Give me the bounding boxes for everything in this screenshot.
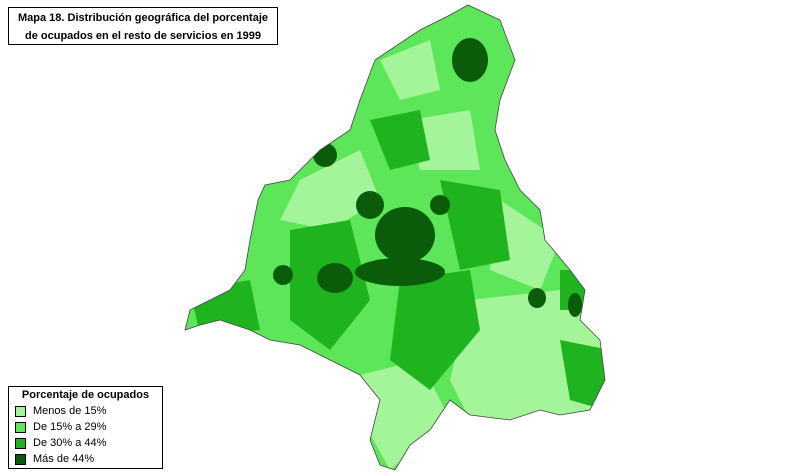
legend-label: De 15% a 29% [33, 421, 107, 433]
title-line: de ocupados en el resto de servicios en … [25, 30, 261, 42]
legend-label: Más de 44% [33, 453, 95, 465]
legend-title: Porcentaje de ocupados [21, 389, 150, 401]
legend: Porcentaje de ocupados Menos de 15% De 15… [8, 386, 163, 469]
legend-item: De 15% a 29% [15, 419, 156, 435]
legend-swatch [15, 421, 26, 433]
legend-label: Menos de 15% [33, 405, 107, 417]
title-box: Mapa 18. Distribución geográfica del por… [8, 7, 278, 45]
legend-item: Más de 44% [15, 451, 156, 467]
legend-label: De 30% a 44% [33, 437, 107, 449]
legend-swatch [15, 437, 26, 449]
title-line: Mapa 18. Distribución geográfica del por… [17, 12, 268, 24]
municipalities [185, 5, 605, 470]
legend-item: Menos de 15% [15, 403, 156, 419]
legend-item: De 30% a 44% [15, 435, 156, 451]
legend-swatch [15, 453, 26, 465]
legend-rows: Menos de 15% De 15% a 29% De 30% a 44% Más … [15, 403, 156, 467]
legend-swatch [15, 405, 26, 417]
